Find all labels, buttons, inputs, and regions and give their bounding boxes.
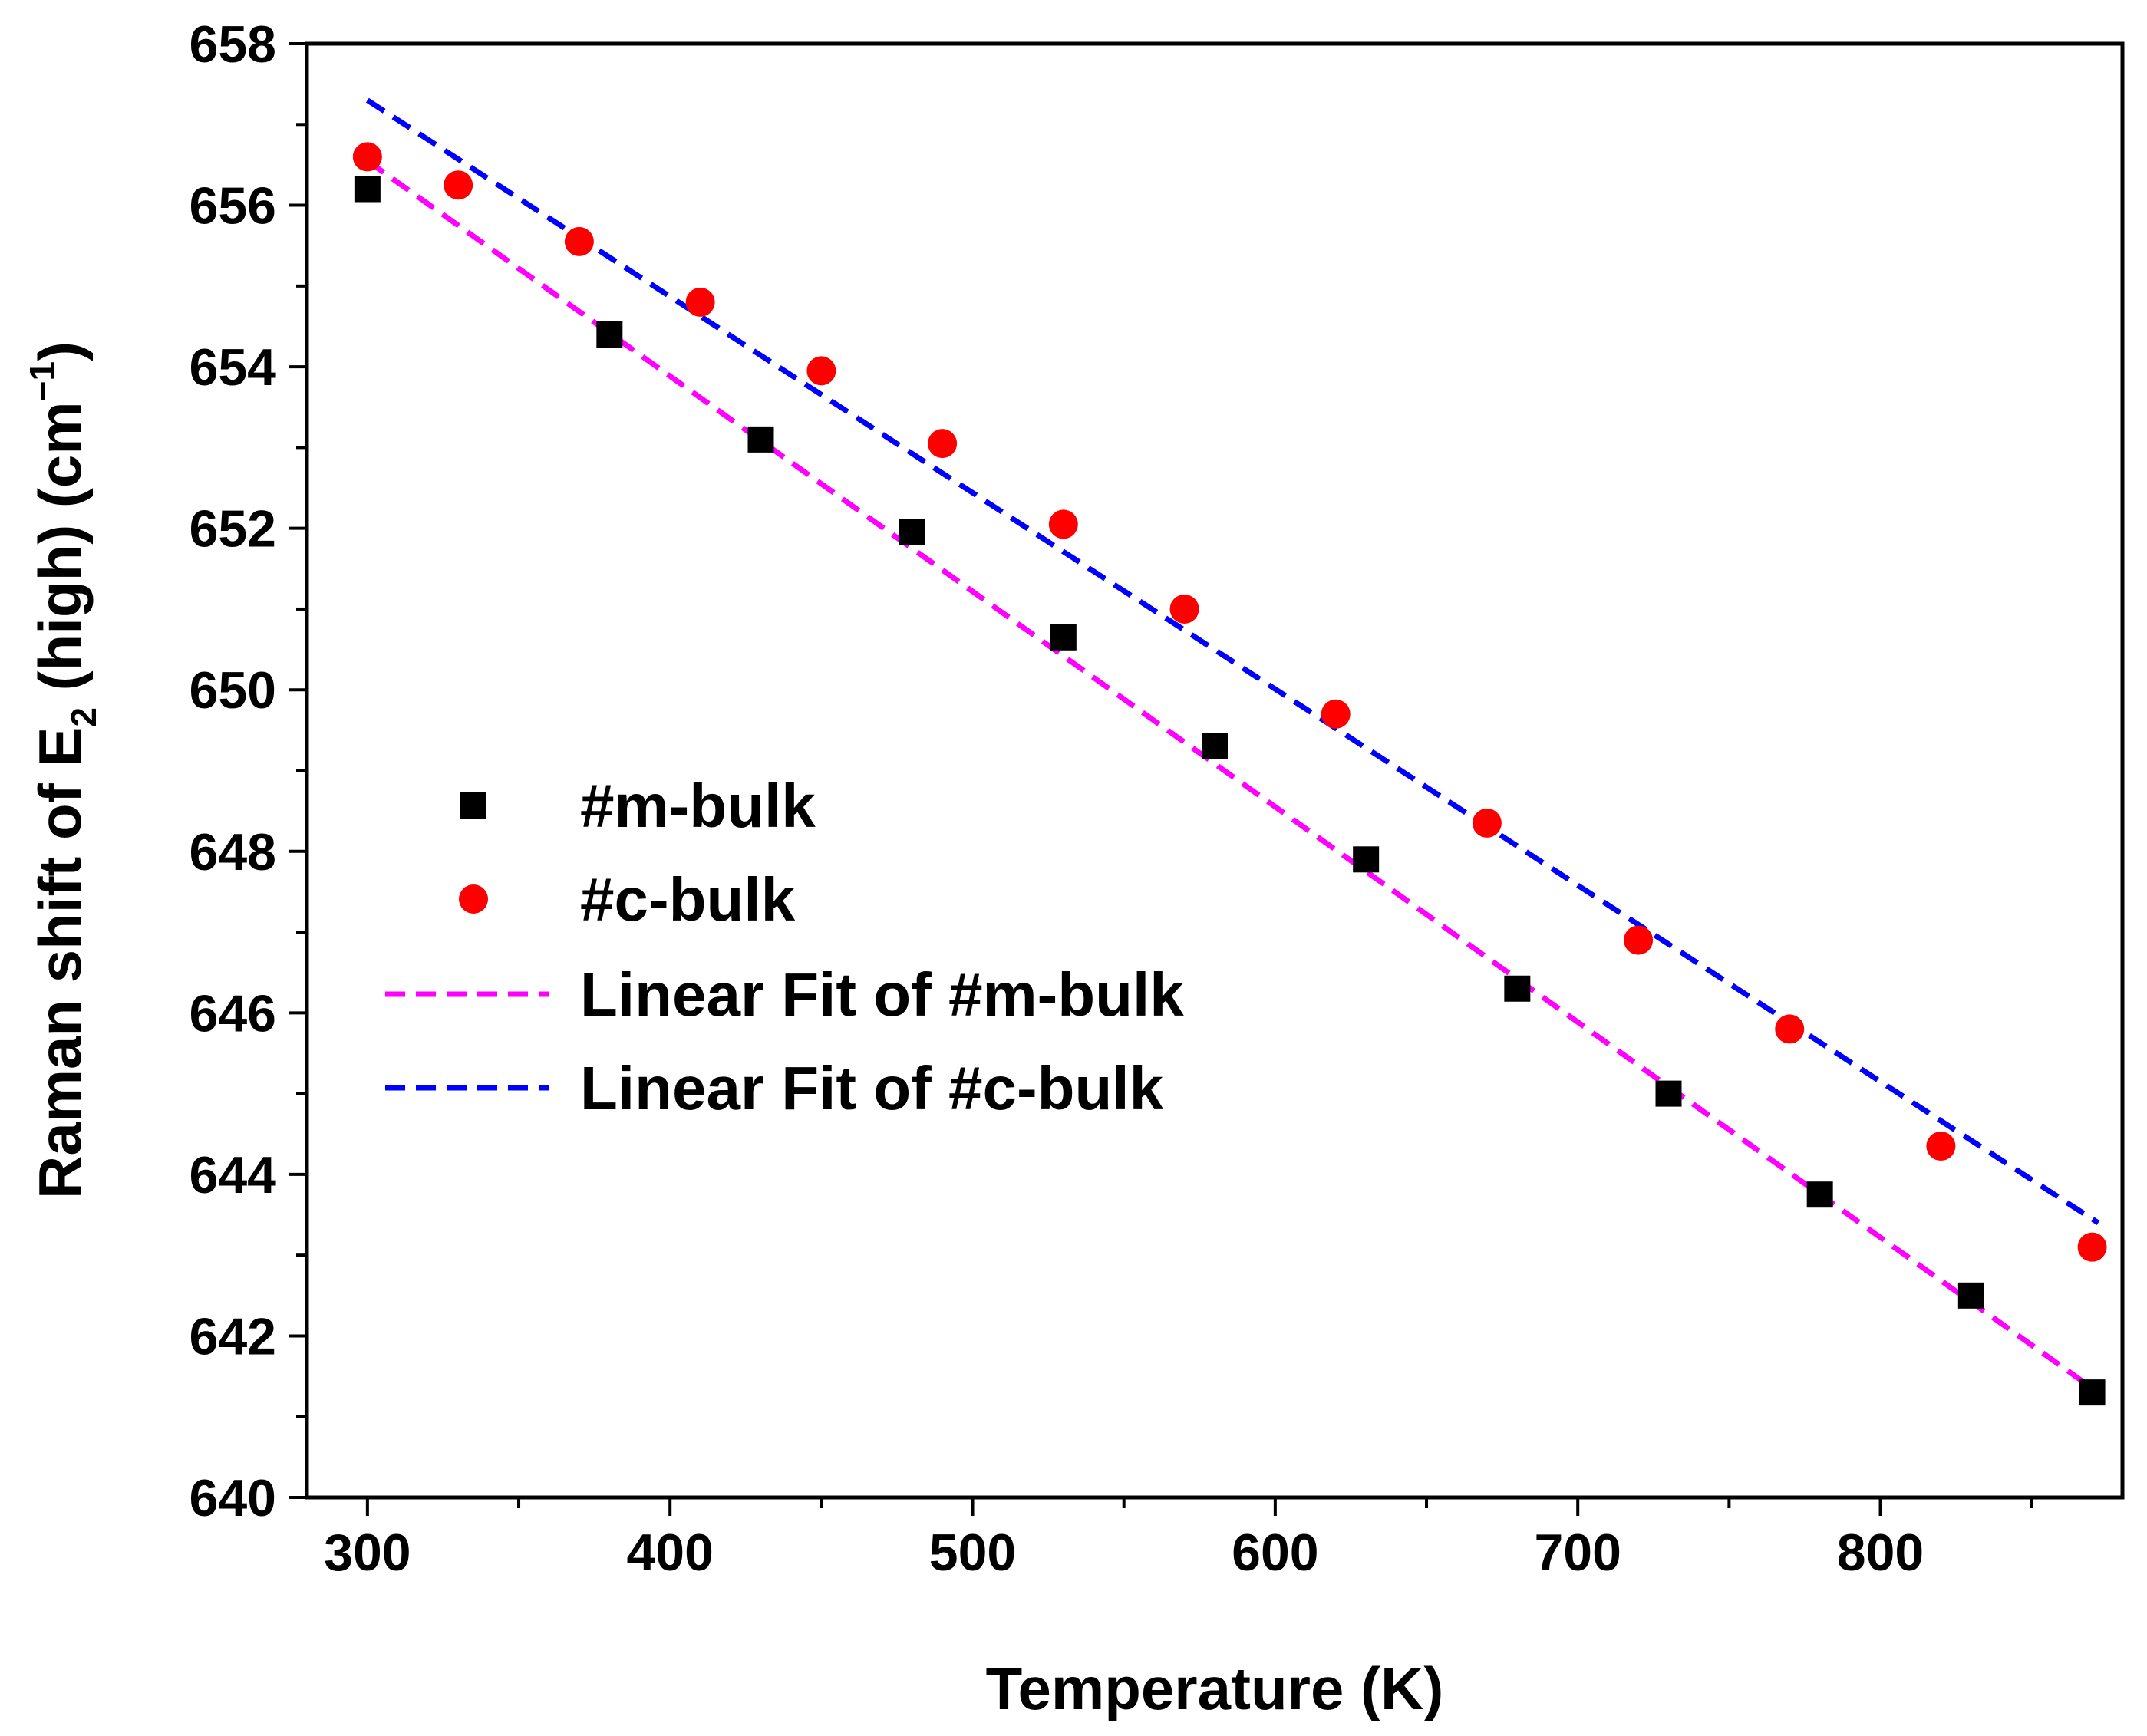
point-c-bulk (2077, 1232, 2107, 1262)
point-m-bulk (354, 176, 381, 203)
point-c-bulk (1472, 808, 1502, 838)
legend-marker--c-bulk (459, 884, 488, 914)
point-c-bulk (1775, 1014, 1805, 1044)
y-tick-label: 646 (190, 984, 276, 1043)
plot-frame (305, 41, 2125, 1500)
x-tick-label: 800 (1837, 1524, 1924, 1582)
x-tick-label: 600 (1232, 1524, 1318, 1582)
point-c-bulk (444, 170, 473, 200)
y-tick-label: 654 (190, 338, 277, 397)
point-m-bulk (1655, 1080, 1682, 1107)
point-c-bulk (806, 356, 836, 386)
x-tick-label: 700 (1534, 1524, 1621, 1582)
point-m-bulk (747, 426, 774, 453)
point-m-bulk (2079, 1379, 2106, 1406)
y-tick-label: 648 (190, 823, 276, 881)
point-m-bulk (1050, 624, 1077, 651)
point-c-bulk (1321, 699, 1351, 729)
x-axis: 300 400 500 600 700 800 (324, 1497, 2033, 1582)
fit-line-linear-fit-of-c-bulk (365, 97, 2100, 1225)
x-tick-label: 400 (626, 1524, 713, 1582)
point-c-bulk (1926, 1132, 1956, 1161)
point-c-bulk (1624, 925, 1654, 955)
x-tick-label: 500 (929, 1524, 1016, 1582)
point-m-bulk (1504, 975, 1531, 1002)
point-m-bulk (1957, 1282, 1984, 1309)
y-tick-label: 642 (190, 1307, 276, 1365)
legend-label-linear-fit-of-m-bulk: Linear Fit of #m-bulk (580, 960, 1184, 1029)
point-c-bulk (564, 226, 594, 256)
point-m-bulk (1202, 733, 1228, 759)
point-c-bulk (685, 287, 715, 317)
x-tick-label: 300 (324, 1524, 411, 1582)
y-tick-label: 658 (190, 15, 276, 74)
point-m-bulk (1353, 846, 1380, 873)
y-tick-label: 650 (190, 661, 276, 720)
point-c-bulk (1048, 509, 1078, 539)
y-tick-label: 644 (190, 1146, 277, 1204)
y-tick-label: 656 (190, 177, 276, 236)
point-c-bulk (1169, 594, 1199, 624)
point-m-bulk (899, 519, 925, 545)
x-axis-title: Temperature (K) (986, 1655, 1444, 1722)
point-c-bulk (928, 429, 958, 459)
y-tick-label: 652 (190, 500, 276, 558)
point-c-bulk (352, 142, 382, 172)
legend-label-linear-fit-of-c-bulk: Linear Fit of #c-bulk (580, 1054, 1164, 1122)
legend: #m-bulk #c-bulk Linear Fit of #m-bulk Linea… (385, 772, 1184, 1122)
point-m-bulk (596, 321, 623, 348)
y-axis: 640 642 644 646 648 650 652 654 656 658 (190, 15, 307, 1527)
legend-marker--m-bulk (460, 792, 486, 819)
plot-area (352, 97, 2107, 1406)
y-axis-title: Raman shift of E2 (high) (cm−1) (22, 341, 104, 1199)
legend-label--m-bulk: #m-bulk (580, 772, 816, 840)
point-m-bulk (1806, 1181, 1833, 1208)
y-tick-label: 640 (190, 1469, 276, 1527)
fit-line-linear-fit-of-m-bulk (365, 158, 2100, 1395)
legend-label--c-bulk: #c-bulk (580, 865, 796, 934)
